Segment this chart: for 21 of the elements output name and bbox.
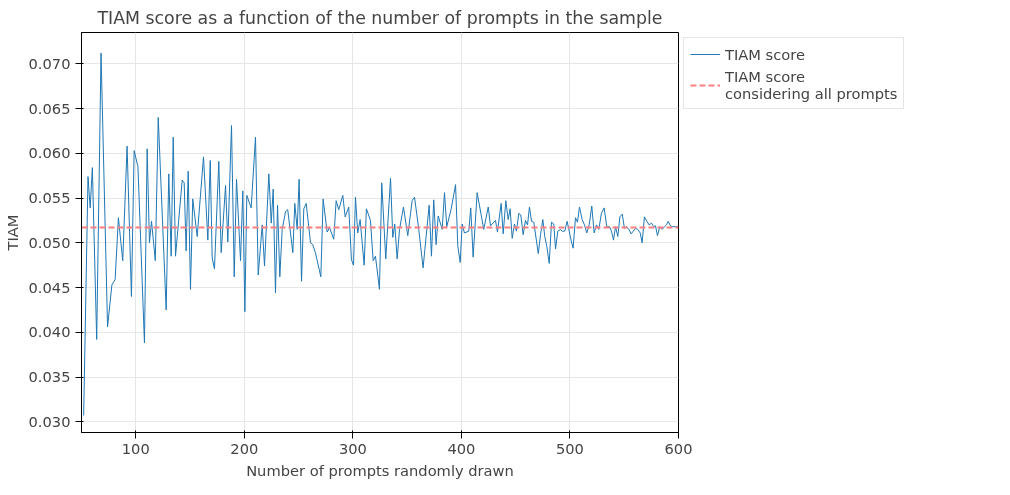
y-tick-label: 0.040 xyxy=(28,323,71,341)
x-tick-label: 100 xyxy=(121,439,150,457)
legend-label: TIAM score xyxy=(725,45,805,63)
y-tick-label: 0.050 xyxy=(28,233,71,251)
y-tick-label: 0.045 xyxy=(28,278,71,296)
y-tick-label: 0.035 xyxy=(28,368,71,386)
y-axis-title: TIAM xyxy=(3,214,21,252)
x-tick-label: 500 xyxy=(555,439,584,457)
x-axis-title: Number of prompts randomly drawn xyxy=(246,461,514,479)
y-tick-label: 0.055 xyxy=(28,189,71,207)
y-tick-label: 0.070 xyxy=(28,54,71,72)
x-tick-label: 300 xyxy=(338,439,367,457)
chart-title: TIAM score as a function of the number of prompts in the sample xyxy=(96,7,663,28)
y-tick-label: 0.030 xyxy=(28,412,71,430)
legend-label: TIAM score considering all prompts xyxy=(725,68,898,102)
y-tick-label: 0.065 xyxy=(28,99,71,117)
line-series xyxy=(83,52,679,416)
x-tick-label: 200 xyxy=(230,439,259,457)
x-tick-label: 400 xyxy=(447,439,476,457)
x-tick-label: 600 xyxy=(664,439,693,457)
y-tick-label: 0.060 xyxy=(28,144,71,162)
